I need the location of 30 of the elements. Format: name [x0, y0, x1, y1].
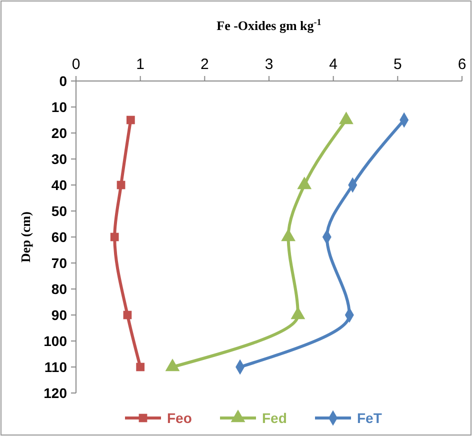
y-tick-label: 70 — [51, 254, 68, 271]
chart-title: Fe -Oxides gm kg$^{-1}$ — [216, 17, 322, 33]
legend-label: FeT — [357, 410, 382, 426]
legend-label: Feo — [167, 410, 192, 426]
y-tick-label: 120 — [44, 384, 68, 401]
y-axis-title: Dep (cm) — [18, 212, 33, 262]
x-tick-label: 6 — [458, 56, 466, 73]
y-tick-label: 90 — [51, 306, 68, 323]
point — [116, 180, 126, 190]
legend-label: Fed — [262, 410, 287, 426]
x-tick-label: 4 — [329, 56, 338, 73]
y-tick-label: 0 — [59, 72, 68, 89]
y-tick-label: 20 — [51, 124, 68, 141]
y-tick-label: 110 — [44, 358, 68, 375]
y-tick-label: 10 — [51, 98, 68, 115]
y-tick-label: 50 — [51, 202, 68, 219]
x-tick-label: 3 — [264, 56, 274, 73]
x-tick-label: 5 — [393, 56, 402, 73]
x-tick-label: 2 — [200, 56, 209, 73]
point — [126, 116, 135, 124]
x-tick-label: 0 — [72, 56, 80, 73]
point — [123, 310, 132, 320]
y-tick-label: 80 — [51, 280, 68, 297]
y-tick-label: 40 — [51, 176, 68, 193]
y-tick-label: 60 — [51, 228, 68, 245]
x-tick-label: 1 — [136, 56, 145, 73]
y-tick-label: 30 — [51, 150, 68, 167]
point — [110, 232, 119, 242]
y-tick-label: 100 — [44, 332, 68, 349]
point — [136, 362, 145, 372]
